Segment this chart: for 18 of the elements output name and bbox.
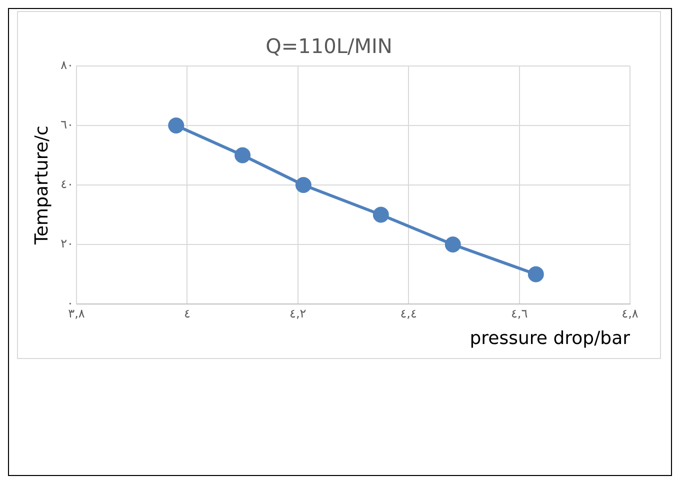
y-axis-title: Temparture/c xyxy=(31,126,52,246)
point xyxy=(295,177,312,193)
point xyxy=(168,118,184,134)
point xyxy=(234,147,251,164)
x-tick-label: ٤,٦ xyxy=(510,306,528,320)
point xyxy=(444,236,461,252)
x-tick-label: ٤,٢ xyxy=(290,306,306,320)
y-tick-label: ٤٠ xyxy=(60,177,74,192)
point xyxy=(372,206,389,223)
y-tick-label: ٢٠ xyxy=(60,236,74,251)
y-tick-label: ٨٠ xyxy=(60,58,74,72)
x-tick-label: ٤,٤ xyxy=(400,306,417,320)
x-tick-label: ٤ xyxy=(184,306,190,320)
x-axis-title: pressure drop/bar xyxy=(470,328,631,349)
y-tick-label: ٦٠ xyxy=(60,118,74,132)
chart-title: Q=110L/MIN xyxy=(266,34,392,58)
point xyxy=(528,266,544,282)
x-tick-label: ٤,٨ xyxy=(622,306,639,320)
